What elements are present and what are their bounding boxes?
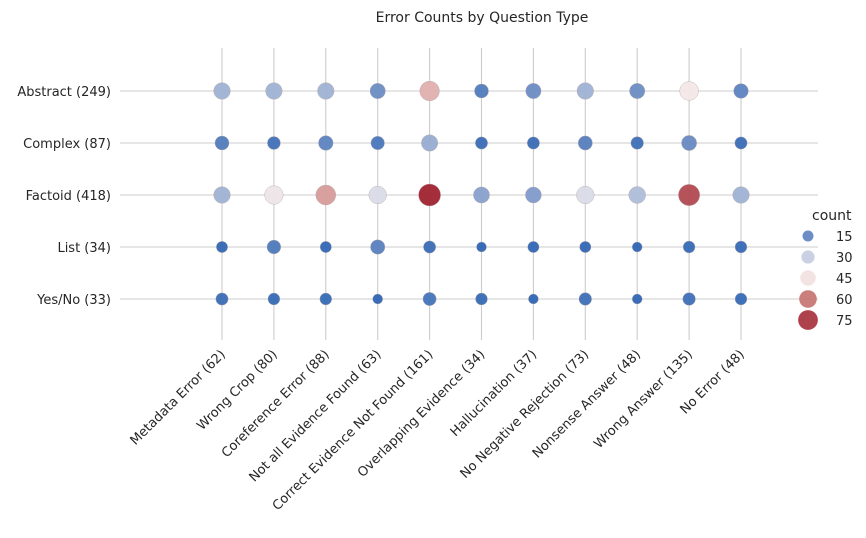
data-point [315, 184, 336, 206]
data-point [318, 135, 334, 151]
data-point [267, 136, 281, 150]
x-tick-label: Coreference Error (88) [219, 347, 333, 461]
data-point [682, 240, 696, 254]
data-point [213, 186, 231, 204]
data-point [422, 292, 437, 306]
data-point [215, 292, 229, 306]
data-point [527, 241, 540, 253]
x-tick-label: Hallucination (37) [448, 347, 541, 440]
data-point [264, 185, 284, 205]
data-point [475, 136, 488, 150]
data-point [213, 82, 231, 100]
data-point [679, 81, 699, 101]
data-point [632, 293, 643, 305]
data-point [474, 83, 489, 99]
data-point [267, 292, 281, 306]
y-tick-label: Abstract (249) [17, 85, 111, 100]
data-point [369, 83, 386, 99]
data-point [734, 240, 748, 254]
data-point [734, 136, 748, 150]
data-point [682, 292, 696, 306]
y-tick-label: Complex (87) [23, 137, 111, 152]
data-point [579, 241, 592, 253]
y-tick-label: Factoid (418) [26, 189, 111, 204]
data-point [317, 82, 335, 100]
legend-marker [802, 230, 814, 242]
data-point [475, 292, 488, 306]
legend-title: count [812, 208, 852, 224]
data-point [476, 241, 487, 253]
x-tick-label: Wrong Answer (135) [591, 347, 696, 452]
data-point [319, 292, 332, 306]
data-point [525, 83, 542, 99]
data-point [576, 82, 594, 100]
data-point [576, 185, 595, 205]
data-point [423, 240, 436, 254]
data-point [681, 135, 697, 151]
legend-label: 15 [836, 230, 853, 245]
data-point [216, 241, 228, 253]
y-tick-label: Yes/No (33) [36, 293, 111, 308]
legend-label: 30 [836, 251, 853, 266]
data-point [733, 83, 749, 99]
data-point [266, 239, 282, 255]
data-point [734, 292, 748, 306]
legend-marker [798, 310, 818, 330]
data-point [578, 292, 592, 306]
data-point [527, 136, 540, 150]
chart-title: Error Counts by Question Type [376, 10, 589, 26]
data-point [630, 136, 644, 150]
legend-marker [800, 270, 816, 286]
y-tick-labels: Abstract (249) Complex (87) Factoid (418) L… [17, 85, 111, 308]
data-point [528, 293, 539, 305]
legend-marker [799, 290, 817, 308]
data-point [370, 239, 386, 255]
data-point [319, 241, 332, 253]
data-point [265, 82, 283, 100]
legend-label: 45 [836, 272, 853, 287]
data-point [525, 186, 542, 204]
data-point [419, 80, 440, 102]
data-point [632, 241, 643, 253]
data-point [628, 186, 646, 204]
data-point [473, 186, 490, 204]
legend-label: 75 [836, 314, 853, 329]
data-point [732, 186, 750, 204]
data-point [421, 134, 439, 152]
y-tick-label: List (34) [57, 241, 111, 256]
legend-marker [801, 250, 815, 264]
data-point [370, 136, 385, 150]
legend-label: 60 [836, 293, 853, 308]
x-tick-label: Metadata Error (62) [128, 347, 229, 448]
legend: count 15 30 45 60 75 [798, 208, 853, 330]
data-point [418, 183, 441, 207]
data-point [577, 135, 593, 151]
data-point [214, 135, 230, 151]
data-points [213, 80, 750, 306]
data-point [678, 184, 700, 206]
x-tick-labels: Metadata Error (62)Wrong Crop (80)Corefe… [128, 347, 748, 514]
data-point [629, 83, 646, 99]
data-point [368, 185, 387, 205]
data-point [372, 293, 383, 305]
